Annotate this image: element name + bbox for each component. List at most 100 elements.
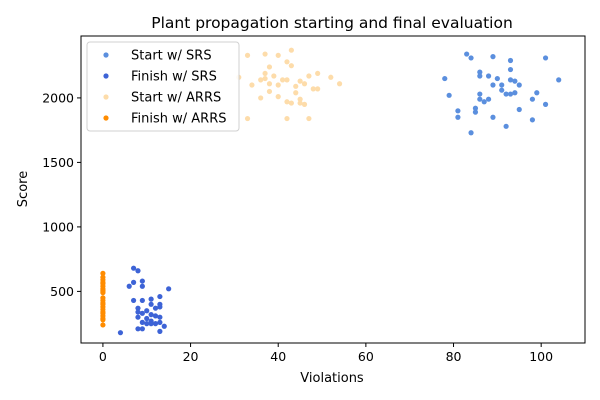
data-point <box>507 57 514 64</box>
data-point <box>503 123 509 129</box>
data-point <box>139 278 145 284</box>
y-tick-label: 1500 <box>42 155 74 170</box>
data-point <box>297 100 303 106</box>
data-point <box>306 115 312 122</box>
legend-label: Finish w/ ARRS <box>131 112 227 127</box>
data-point <box>100 317 106 323</box>
data-point <box>315 86 321 92</box>
data-point <box>542 101 549 107</box>
data-point <box>485 73 492 79</box>
data-point <box>258 95 264 101</box>
data-point <box>336 81 343 87</box>
data-point <box>490 82 496 88</box>
data-point <box>477 69 483 75</box>
data-point <box>100 290 106 296</box>
data-point <box>490 114 496 120</box>
data-point <box>529 117 536 123</box>
y-tick-label: 500 <box>50 284 74 299</box>
axes: 0 20 40 60 80 100 500 1000 1500 2000 <box>42 35 586 364</box>
data-point <box>135 326 141 332</box>
data-point <box>516 106 522 113</box>
data-point <box>534 90 540 96</box>
x-tick-label: 0 <box>99 349 107 364</box>
data-point <box>144 315 150 322</box>
data-point <box>100 322 106 328</box>
data-point <box>135 268 141 274</box>
legend-label: Start w/ ARRS <box>131 91 221 106</box>
data-point <box>464 51 470 57</box>
x-tick-label: 20 <box>183 349 199 364</box>
data-point <box>139 297 145 304</box>
data-point <box>284 115 290 122</box>
data-point <box>455 114 461 120</box>
data-point <box>275 52 281 58</box>
data-point <box>442 75 448 82</box>
data-point <box>297 96 303 102</box>
data-point <box>446 92 452 98</box>
data-point <box>262 75 268 82</box>
series-2 <box>117 265 172 336</box>
data-point <box>262 70 268 77</box>
data-point <box>139 319 145 325</box>
data-point <box>139 326 145 332</box>
data-point <box>503 91 509 97</box>
data-point <box>117 330 124 336</box>
legend-marker <box>103 52 109 58</box>
data-point <box>148 301 154 307</box>
data-point <box>297 78 303 84</box>
data-point <box>157 293 163 300</box>
series-4 <box>100 270 106 328</box>
data-point <box>288 47 294 53</box>
data-point <box>507 91 514 97</box>
data-point <box>288 63 294 69</box>
data-point <box>166 286 172 292</box>
data-point <box>507 66 514 73</box>
data-point <box>472 109 479 115</box>
data-point <box>468 130 474 136</box>
data-point <box>152 313 159 319</box>
data-point <box>266 64 273 70</box>
data-point <box>157 319 163 325</box>
data-point <box>130 297 137 304</box>
data-point <box>315 70 321 77</box>
data-point <box>157 314 163 320</box>
data-point <box>293 90 299 96</box>
data-point <box>275 82 281 88</box>
data-point <box>328 74 334 80</box>
series-1 <box>442 51 562 136</box>
data-point <box>280 77 286 83</box>
data-point <box>135 305 141 311</box>
data-point <box>130 265 137 271</box>
data-point <box>275 94 281 100</box>
data-point <box>148 321 154 327</box>
data-point <box>284 99 290 105</box>
data-point <box>152 321 159 327</box>
data-point <box>288 100 294 106</box>
data-point <box>284 59 290 65</box>
data-point <box>481 99 487 105</box>
data-point <box>310 86 316 92</box>
data-point <box>301 101 308 107</box>
data-point <box>135 314 141 320</box>
data-point <box>301 81 308 87</box>
series-3 <box>236 47 343 122</box>
data-point <box>306 73 312 79</box>
legend-marker <box>103 115 109 121</box>
legend-marker <box>103 73 109 79</box>
y-axis-label: Score <box>16 171 31 207</box>
data-point <box>157 304 163 310</box>
data-point <box>477 96 483 102</box>
data-point <box>284 77 290 83</box>
data-point <box>157 328 163 334</box>
data-points <box>100 47 562 336</box>
data-point <box>293 83 299 89</box>
data-point <box>266 88 273 95</box>
legend: Start w/ SRS Finish w/ SRS Start w/ ARRS Fi… <box>86 41 240 132</box>
data-point <box>266 81 273 87</box>
data-point <box>512 78 518 84</box>
data-point <box>139 310 145 316</box>
data-point <box>472 105 479 111</box>
x-tick-label: 100 <box>529 349 553 364</box>
x-axis-label: Violations <box>300 371 364 386</box>
